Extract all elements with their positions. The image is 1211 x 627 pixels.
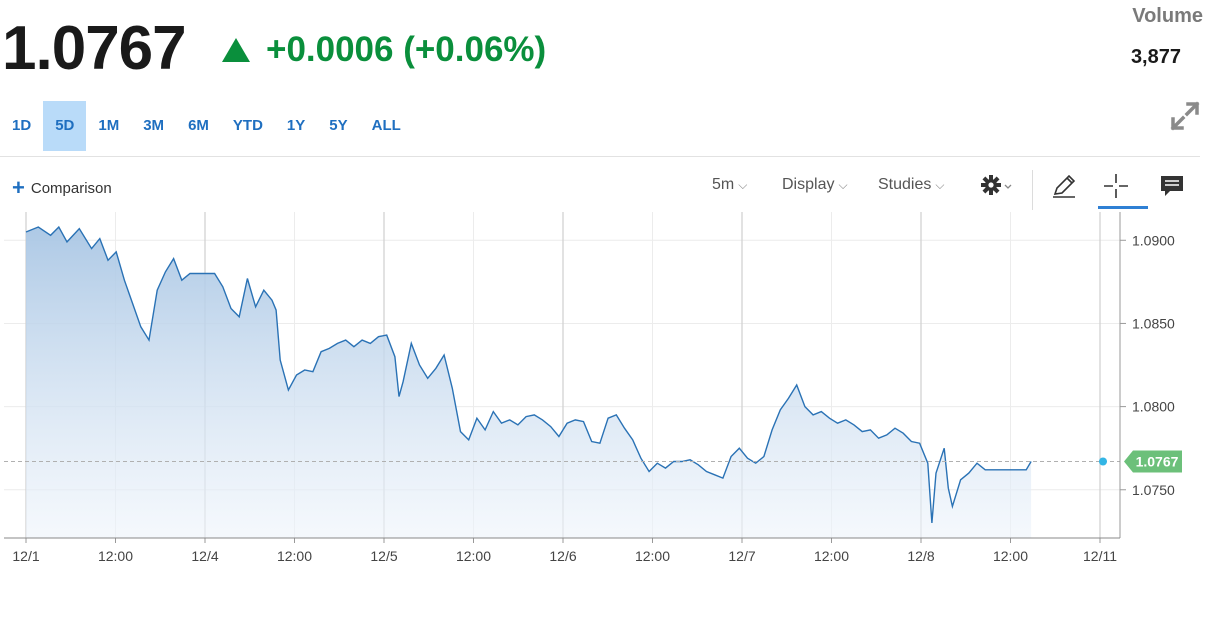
- price-area: [26, 227, 1032, 538]
- display-label: Display: [782, 176, 835, 193]
- x-tick-label: 12:00: [993, 548, 1028, 564]
- expand-icon[interactable]: [1169, 100, 1201, 132]
- up-arrow-icon: [222, 38, 250, 62]
- studies-dropdown[interactable]: Studies ⌵: [878, 176, 944, 194]
- y-tick-label: 1.0800: [1132, 399, 1175, 415]
- range-tab-1m[interactable]: 1M: [98, 117, 120, 134]
- volume-label: Volume: [1132, 5, 1203, 27]
- price-change-text: +0.0006 (+0.06%): [266, 30, 547, 69]
- gear-icon[interactable]: [980, 172, 1020, 200]
- chevron-down-icon: ⌵: [738, 178, 748, 192]
- range-tab-5y[interactable]: 5Y: [329, 117, 348, 134]
- x-tick-label: 12:00: [814, 548, 849, 564]
- chevron-down-icon: ⌵: [935, 178, 945, 192]
- crosshair-icon[interactable]: [1102, 172, 1130, 200]
- studies-label: Studies: [878, 176, 932, 193]
- last-price-dot: [1099, 457, 1107, 466]
- interval-dropdown[interactable]: 5m ⌵: [712, 176, 747, 194]
- range-selector: 1D 5D 1M 3M 6M YTD 1Y 5Y ALL: [0, 101, 413, 151]
- price-change: +0.0006 (+0.06%): [222, 26, 546, 74]
- range-tab-1d[interactable]: 1D: [12, 117, 32, 134]
- x-tick-label: 12:00: [635, 548, 670, 564]
- header-divider: [0, 156, 1200, 157]
- plus-icon: +: [12, 175, 25, 200]
- price-line: [25, 225, 1032, 524]
- volume-value: 3,877: [1130, 46, 1181, 68]
- range-tab-6m[interactable]: 6M: [188, 117, 209, 134]
- x-tick-label: 12/11: [1083, 548, 1117, 564]
- last-price-badge: 1.0767: [1124, 450, 1182, 473]
- x-tick-label: 12/4: [191, 548, 218, 564]
- y-tick-label: 1.0850: [1132, 315, 1175, 331]
- x-tick-label: 12/5: [370, 548, 397, 564]
- comparison-label: Comparison: [30, 179, 112, 197]
- comment-icon[interactable]: [1158, 172, 1186, 200]
- range-tab-1y[interactable]: 1Y: [286, 117, 306, 134]
- chevron-down-icon: ⌵: [838, 178, 848, 192]
- crosshair-active-indicator: [1098, 206, 1148, 209]
- x-tick-label: 12:00: [277, 548, 312, 564]
- range-tab-ytd[interactable]: YTD: [232, 117, 263, 134]
- x-tick-label: 12:00: [456, 548, 491, 564]
- last-price: 1.0767: [2, 14, 187, 83]
- x-tick-label: 12:00: [98, 548, 133, 564]
- x-tick-label: 12/7: [728, 548, 755, 564]
- range-tab-5d[interactable]: 5D: [43, 101, 87, 151]
- y-tick-label: 1.0750: [1132, 482, 1175, 498]
- x-tick-label: 12/8: [907, 548, 934, 564]
- range-tab-3m[interactable]: 3M: [143, 117, 165, 134]
- comparison-button[interactable]: + Comparison: [12, 175, 112, 200]
- range-tab-all[interactable]: ALL: [371, 117, 401, 134]
- interval-label: 5m: [712, 176, 735, 193]
- last-price-badge-label: 1.0767: [1136, 453, 1179, 469]
- pencil-icon[interactable]: [1050, 172, 1078, 200]
- display-dropdown[interactable]: Display ⌵: [782, 176, 848, 194]
- x-tick-label: 12/6: [549, 548, 576, 564]
- x-tick-label: 12/1: [12, 548, 39, 564]
- y-tick-label: 1.0900: [1132, 232, 1175, 248]
- price-chart[interactable]: 1.0900 1.0850 1.0800 1.0750 12/1 12:00 12/4 12…: [0, 212, 1211, 582]
- toolbar-separator: [1032, 170, 1033, 210]
